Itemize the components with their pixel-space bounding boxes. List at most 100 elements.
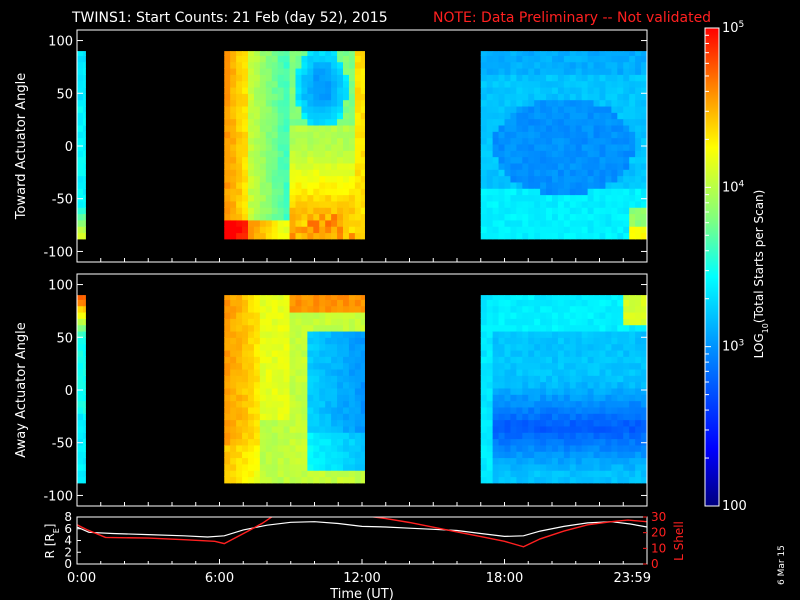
heatmap-cell xyxy=(504,143,512,151)
heatmap-cell xyxy=(563,143,571,151)
heatmap-cell xyxy=(534,175,541,183)
heatmap-cell xyxy=(510,131,517,139)
heatmap-cell xyxy=(498,299,506,307)
heatmap-cell xyxy=(593,93,601,101)
y-tick-label: 100 xyxy=(48,35,73,50)
heatmap-cell xyxy=(289,451,297,459)
heatmap-cell xyxy=(82,194,86,202)
heatmap-cell xyxy=(623,219,630,227)
heatmap-cell xyxy=(337,343,344,351)
heatmap-cell xyxy=(295,181,303,189)
heatmap-cell xyxy=(528,131,535,139)
heatmap-cell xyxy=(283,213,291,221)
heatmap-cell xyxy=(331,219,338,227)
heatmap-cell xyxy=(283,299,291,307)
heatmap-cell xyxy=(492,169,500,177)
heatmap-cell xyxy=(557,86,565,94)
heatmap-cell xyxy=(77,375,84,383)
heatmap-cell xyxy=(581,375,589,383)
heatmap-cell xyxy=(522,318,529,326)
heatmap-cell xyxy=(331,311,338,319)
heatmap-cell xyxy=(587,80,595,88)
heatmap-cell xyxy=(236,137,243,145)
heatmap-cell xyxy=(295,131,303,139)
heatmap-cell xyxy=(313,343,320,351)
heatmap-cell xyxy=(528,457,535,465)
heatmap-cell xyxy=(593,400,601,408)
heatmap-cell xyxy=(575,299,583,307)
heatmap-cell xyxy=(557,375,565,383)
heatmap-cell xyxy=(635,150,642,158)
heatmap-cell xyxy=(617,80,624,88)
heatmap-cell xyxy=(277,156,285,164)
heatmap-cell xyxy=(301,207,308,215)
heatmap-cell xyxy=(265,432,273,440)
heatmap-cell xyxy=(283,200,291,208)
heatmap-cell xyxy=(343,67,350,75)
heatmap-cell xyxy=(277,99,285,107)
heatmap-cell xyxy=(605,74,612,82)
heatmap-cell xyxy=(277,93,285,101)
heatmap-cell xyxy=(617,438,624,446)
heatmap-cell xyxy=(534,419,541,427)
heatmap-cell xyxy=(230,169,237,177)
heatmap-cell xyxy=(82,375,86,383)
heatmap-cell xyxy=(283,419,291,427)
heatmap-cell xyxy=(354,156,362,164)
heatmap-cell xyxy=(224,112,231,120)
heatmap-cell xyxy=(504,67,512,75)
heatmap-cell xyxy=(348,175,356,183)
heatmap-cell xyxy=(498,295,506,300)
heatmap-cell xyxy=(301,118,308,126)
heatmap-cell xyxy=(325,349,332,357)
heatmap-cell xyxy=(343,86,350,94)
heatmap-cell xyxy=(492,413,500,421)
heatmap-cell xyxy=(82,99,86,107)
heatmap-cell xyxy=(534,51,541,56)
heatmap-cell xyxy=(557,413,565,421)
heatmap-cell xyxy=(492,207,500,215)
heatmap-cell xyxy=(325,318,332,326)
heatmap-cell xyxy=(230,232,237,240)
heatmap-cell xyxy=(325,143,332,151)
heatmap-cell xyxy=(354,295,362,300)
heatmap-cell xyxy=(575,181,583,189)
heatmap-cell xyxy=(230,194,237,202)
heatmap-cell xyxy=(605,375,612,383)
heatmap-cell xyxy=(224,295,231,300)
heatmap-cell xyxy=(516,194,523,202)
heatmap-cell xyxy=(289,375,297,383)
heatmap-cell xyxy=(587,349,595,357)
heatmap-cell xyxy=(265,156,273,164)
heatmap-cell xyxy=(504,451,512,459)
heatmap-cell xyxy=(480,324,488,332)
heatmap-cell xyxy=(552,194,559,202)
heatmap-cell xyxy=(569,162,577,170)
heatmap-cell xyxy=(301,419,308,427)
heatmap-cell xyxy=(599,51,607,56)
heatmap-cell xyxy=(283,99,291,107)
heatmap-cell xyxy=(528,438,535,446)
heatmap-cell xyxy=(540,61,547,69)
heatmap-cell xyxy=(593,337,601,345)
heatmap-cell xyxy=(575,295,583,300)
heatmap-cell xyxy=(498,74,506,82)
heatmap-cell xyxy=(354,406,362,414)
heatmap-cell xyxy=(337,181,344,189)
heatmap-cell xyxy=(581,188,589,196)
heatmap-cell xyxy=(348,413,356,421)
heatmap-cell xyxy=(337,463,344,471)
heatmap-cell xyxy=(546,169,553,177)
heatmap-cell xyxy=(319,61,326,69)
heatmap-cell xyxy=(277,118,285,126)
heatmap-cell xyxy=(230,67,237,75)
heatmap-cell xyxy=(623,400,630,408)
heatmap-cell xyxy=(546,419,553,427)
heatmap-cell xyxy=(641,118,647,126)
heatmap-cell xyxy=(540,150,547,158)
heatmap-cell xyxy=(605,131,612,139)
heatmap-cell xyxy=(295,51,303,56)
heatmap-cell xyxy=(486,375,494,383)
time-axis-ticks: 0:00 6:00 12:00 18:00 23:59 xyxy=(67,258,651,586)
heatmap-cell xyxy=(635,226,642,234)
